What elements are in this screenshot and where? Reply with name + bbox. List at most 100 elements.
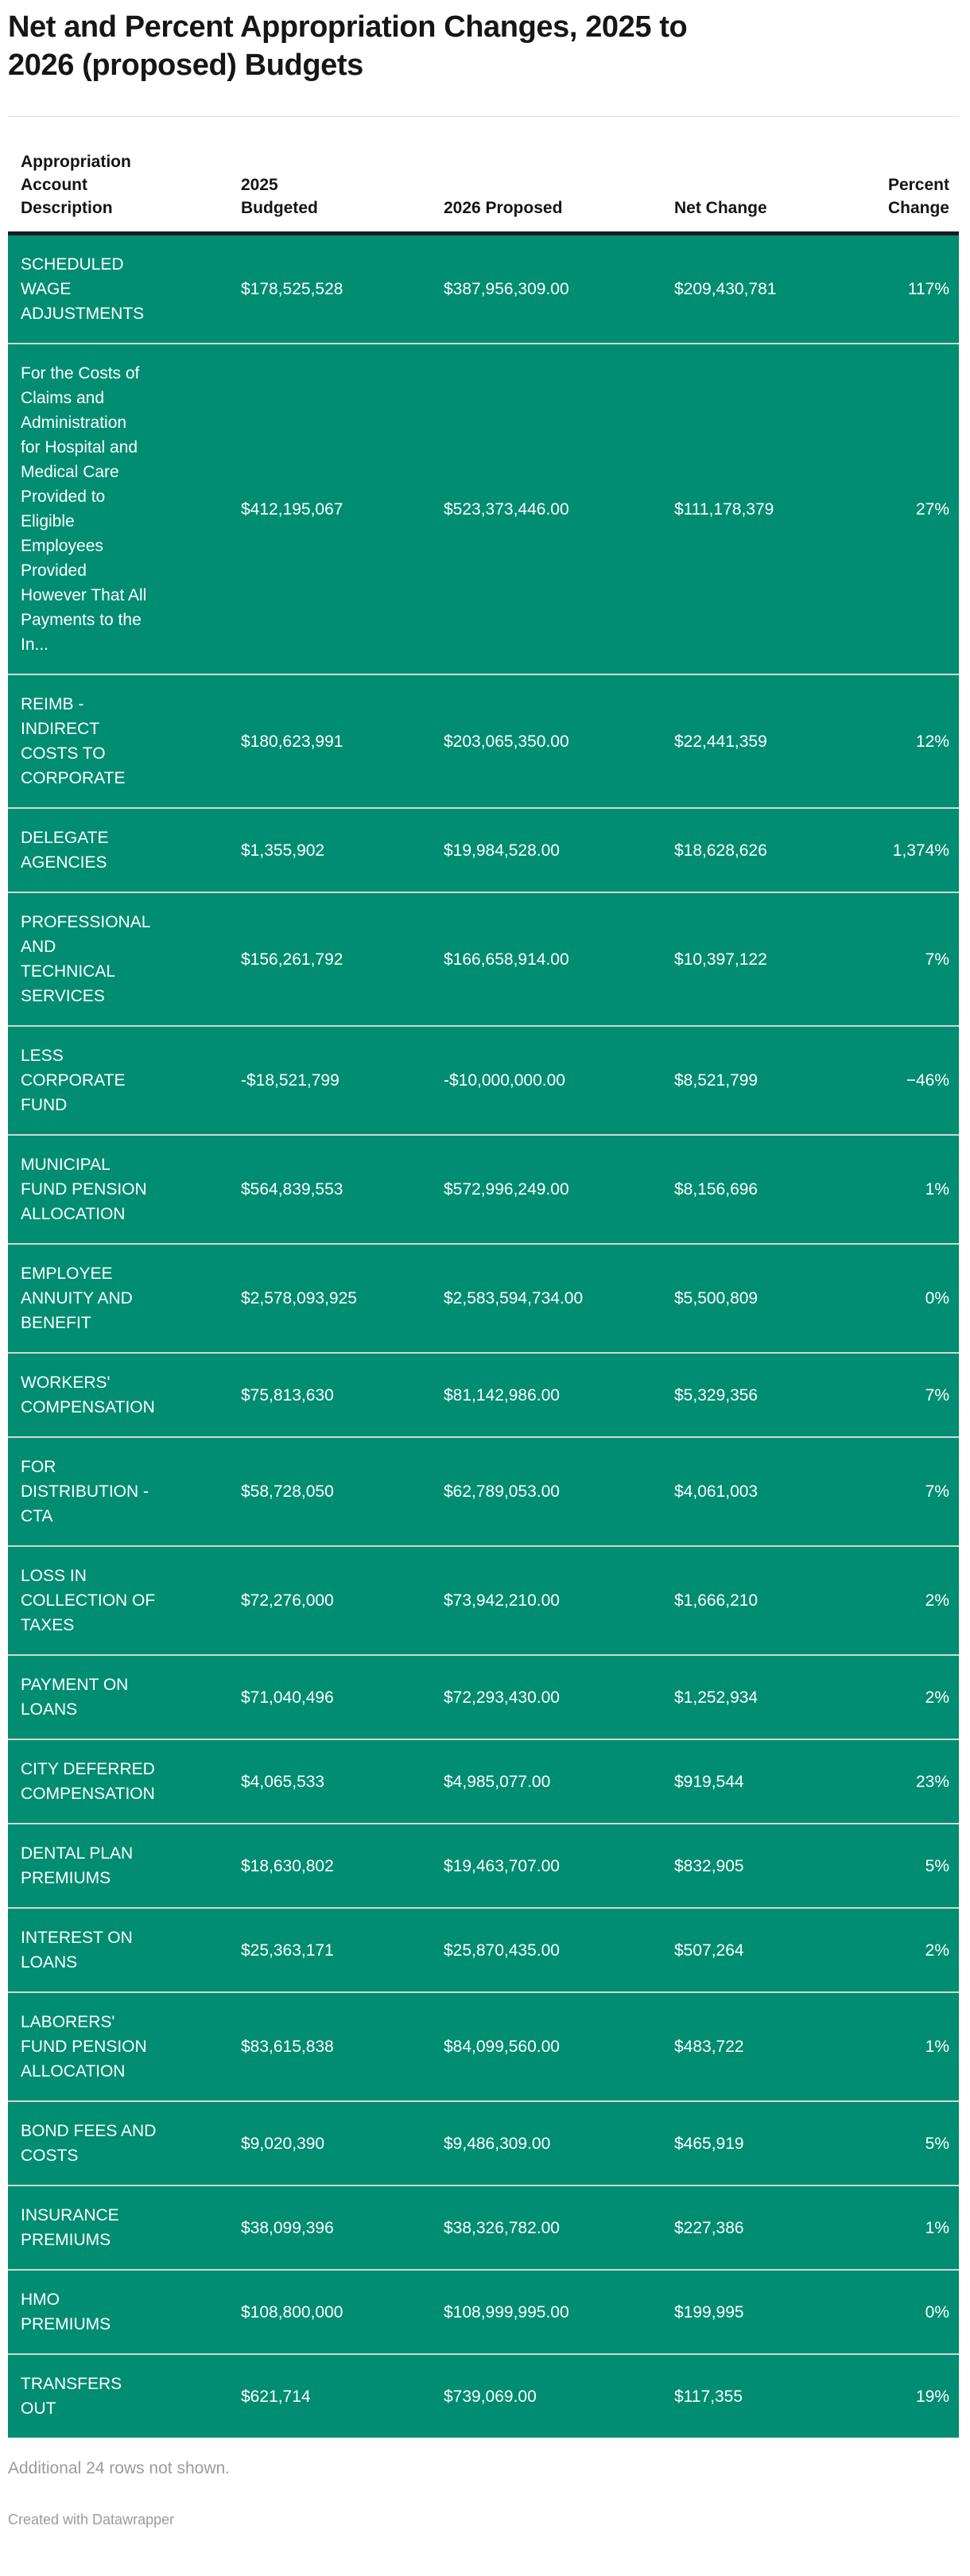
cell-percent-change: 5% bbox=[851, 1823, 959, 1908]
cell-net-change: $111,178,379 bbox=[668, 343, 851, 674]
cell-2025-budgeted: $108,800,000 bbox=[235, 2269, 437, 2354]
cell-2026-proposed: $81,142,986.00 bbox=[437, 1352, 668, 1437]
cell-description: HMO PREMIUMS bbox=[8, 2269, 235, 2354]
cell-percent-change: 1% bbox=[851, 1991, 959, 2101]
cell-2025-budgeted: $412,195,067 bbox=[235, 343, 437, 674]
cell-percent-change: 2% bbox=[851, 1907, 959, 1992]
cell-description: LABORERS' FUND PENSION ALLOCATION bbox=[8, 1991, 235, 2101]
cell-2026-proposed: $523,373,446.00 bbox=[437, 343, 668, 674]
cell-net-change: $483,722 bbox=[668, 1991, 851, 2101]
cell-2026-proposed: $84,099,560.00 bbox=[437, 1991, 668, 2101]
column-header-net-change: Net Change bbox=[668, 116, 851, 235]
cell-2025-budgeted: $25,363,171 bbox=[235, 1907, 437, 1992]
cell-description: LOSS IN COLLECTION OF TAXES bbox=[8, 1545, 235, 1655]
cell-2025-budgeted: $83,615,838 bbox=[235, 1991, 437, 2101]
cell-2025-budgeted: -$18,521,799 bbox=[235, 1025, 437, 1135]
table-row: WORKERS' COMPENSATION $75,813,630 $81,142,… bbox=[8, 1352, 959, 1437]
cell-percent-change: 19% bbox=[851, 2353, 959, 2438]
table-row: SCHEDULED WAGE ADJUSTMENTS $178,525,528 $3… bbox=[8, 233, 959, 344]
table-row: REIMB - INDIRECT COSTS TO CORPORATE $180,… bbox=[8, 674, 959, 808]
cell-description: WORKERS' COMPENSATION bbox=[8, 1352, 235, 1437]
cell-net-change: $10,397,122 bbox=[668, 892, 851, 1026]
cell-percent-change: 7% bbox=[851, 1436, 959, 1546]
cell-net-change: $22,441,359 bbox=[668, 674, 851, 808]
cell-percent-change: −46% bbox=[851, 1025, 959, 1135]
cell-2026-proposed: $739,069.00 bbox=[437, 2353, 668, 2438]
cell-2026-proposed: $387,956,309.00 bbox=[437, 233, 668, 344]
cell-2025-budgeted: $621,714 bbox=[235, 2353, 437, 2438]
datawrapper-credit: Created with Datawrapper bbox=[8, 2512, 175, 2527]
cell-net-change: $8,521,799 bbox=[668, 1025, 851, 1135]
table-row: PAYMENT ON LOANS $71,040,496 $72,293,430.0… bbox=[8, 1654, 959, 1739]
table-row: LOSS IN COLLECTION OF TAXES $72,276,000 $7… bbox=[8, 1545, 959, 1655]
cell-2025-budgeted: $156,261,792 bbox=[235, 892, 437, 1026]
column-header-appropriation-account-description: Appropriation Account Description bbox=[8, 116, 235, 235]
cell-2026-proposed: $72,293,430.00 bbox=[437, 1654, 668, 1739]
cell-2025-budgeted: $18,630,802 bbox=[235, 1823, 437, 1908]
cell-description: SCHEDULED WAGE ADJUSTMENTS bbox=[8, 233, 235, 344]
cell-2025-budgeted: $2,578,093,925 bbox=[235, 1243, 437, 1353]
cell-percent-change: 1,374% bbox=[851, 807, 959, 892]
cell-2025-budgeted: $564,839,553 bbox=[235, 1134, 437, 1244]
cell-2026-proposed: -$10,000,000.00 bbox=[437, 1025, 668, 1135]
cell-percent-change: 0% bbox=[851, 1243, 959, 1353]
cell-percent-change: 7% bbox=[851, 892, 959, 1026]
table-row: CITY DEFERRED COMPENSATION $4,065,533 $4,9… bbox=[8, 1739, 959, 1824]
appropriations-table: Appropriation Account Description 2025 Bu… bbox=[8, 116, 959, 2438]
cell-2026-proposed: $572,996,249.00 bbox=[437, 1134, 668, 1244]
cell-net-change: $507,264 bbox=[668, 1907, 851, 1992]
cell-2025-budgeted: $1,355,902 bbox=[235, 807, 437, 892]
table-row: EMPLOYEE ANNUITY AND BENEFIT $2,578,093,9… bbox=[8, 1243, 959, 1353]
cell-description: EMPLOYEE ANNUITY AND BENEFIT bbox=[8, 1243, 235, 1353]
cell-description: MUNICIPAL FUND PENSION ALLOCATION bbox=[8, 1134, 235, 1244]
table-row: INSURANCE PREMIUMS $38,099,396 $38,326,782… bbox=[8, 2185, 959, 2270]
cell-description: DENTAL PLAN PREMIUMS bbox=[8, 1823, 235, 1908]
rows-not-shown-note: Additional 24 rows not shown. bbox=[8, 2459, 230, 2477]
cell-percent-change: 5% bbox=[851, 2100, 959, 2186]
table-row: DENTAL PLAN PREMIUMS $18,630,802 $19,463,7… bbox=[8, 1823, 959, 1908]
cell-2025-budgeted: $71,040,496 bbox=[235, 1654, 437, 1739]
cell-2025-budgeted: $75,813,630 bbox=[235, 1352, 437, 1437]
cell-net-change: $4,061,003 bbox=[668, 1436, 851, 1546]
cell-2025-budgeted: $180,623,991 bbox=[235, 674, 437, 808]
cell-net-change: $18,628,626 bbox=[668, 807, 851, 892]
cell-2026-proposed: $108,999,995.00 bbox=[437, 2269, 668, 2354]
table-body: SCHEDULED WAGE ADJUSTMENTS $178,525,528 $3… bbox=[8, 233, 959, 2438]
cell-net-change: $209,430,781 bbox=[668, 233, 851, 344]
table-row: INTEREST ON LOANS $25,363,171 $25,870,435.… bbox=[8, 1907, 959, 1992]
cell-2026-proposed: $166,658,914.00 bbox=[437, 892, 668, 1026]
cell-2025-budgeted: $9,020,390 bbox=[235, 2100, 437, 2186]
cell-net-change: $199,995 bbox=[668, 2269, 851, 2354]
cell-description: PAYMENT ON LOANS bbox=[8, 1654, 235, 1739]
column-header-2025-budgeted: 2025 Budgeted bbox=[235, 116, 437, 235]
cell-description: For the Costs of Claims and Administrati… bbox=[8, 343, 235, 674]
page-title: Net and Percent Appropriation Changes, 2… bbox=[8, 10, 688, 82]
table-row: PROFESSIONAL AND TECHNICAL SERVICES $156,… bbox=[8, 892, 959, 1026]
table-row: LESS CORPORATE FUND -$18,521,799 -$10,000,… bbox=[8, 1025, 959, 1135]
cell-percent-change: 0% bbox=[851, 2269, 959, 2354]
cell-percent-change: 1% bbox=[851, 1134, 959, 1244]
cell-2025-budgeted: $58,728,050 bbox=[235, 1436, 437, 1546]
cell-description: DELEGATE AGENCIES bbox=[8, 807, 235, 892]
cell-2026-proposed: $19,984,528.00 bbox=[437, 807, 668, 892]
cell-net-change: $117,355 bbox=[668, 2353, 851, 2438]
table-row: FOR DISTRIBUTION - CTA $58,728,050 $62,789… bbox=[8, 1436, 959, 1546]
cell-description: LESS CORPORATE FUND bbox=[8, 1025, 235, 1135]
cell-net-change: $5,500,809 bbox=[668, 1243, 851, 1353]
table-row: For the Costs of Claims and Administrati… bbox=[8, 343, 959, 674]
cell-2025-budgeted: $4,065,533 bbox=[235, 1739, 437, 1824]
table-row: BOND FEES AND COSTS $9,020,390 $9,486,309.… bbox=[8, 2100, 959, 2186]
cell-2026-proposed: $2,583,594,734.00 bbox=[437, 1243, 668, 1353]
table-row: TRANSFERS OUT $621,714 $739,069.00 $117,355… bbox=[8, 2353, 959, 2438]
cell-2026-proposed: $203,065,350.00 bbox=[437, 674, 668, 808]
cell-2025-budgeted: $38,099,396 bbox=[235, 2185, 437, 2270]
column-header-percent-change: Percent Change bbox=[851, 116, 959, 235]
cell-2026-proposed: $9,486,309.00 bbox=[437, 2100, 668, 2186]
table-row: MUNICIPAL FUND PENSION ALLOCATION $564,83… bbox=[8, 1134, 959, 1244]
cell-2026-proposed: $4,985,077.00 bbox=[437, 1739, 668, 1824]
cell-description: CITY DEFERRED COMPENSATION bbox=[8, 1739, 235, 1824]
cell-percent-change: 7% bbox=[851, 1352, 959, 1437]
cell-2026-proposed: $25,870,435.00 bbox=[437, 1907, 668, 1992]
cell-description: INSURANCE PREMIUMS bbox=[8, 2185, 235, 2270]
